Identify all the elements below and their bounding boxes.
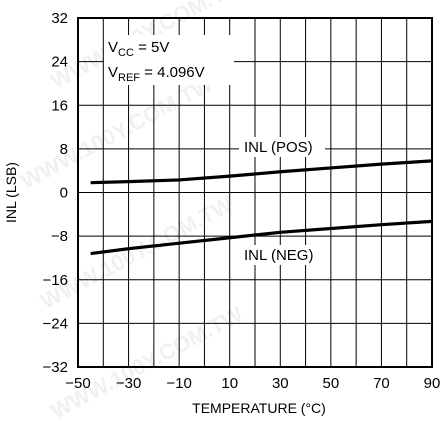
inl-neg-label-bg: [239, 245, 325, 265]
plot-frame: [77, 17, 433, 368]
y-tick-label: −24: [43, 315, 68, 332]
y-axis-title: INL (LSB): [3, 162, 19, 223]
series-lines: [90, 159, 433, 256]
y-tick-labels: −32 −24 −16 −8 0 8 16 24 32: [43, 10, 68, 376]
x-tick-label: 30: [272, 375, 289, 392]
x-tick-label: 90: [424, 375, 441, 392]
inl-pos-label-bg: [239, 137, 325, 157]
inl-pos-label: INL (POS): [244, 139, 313, 156]
vref-condition: VREF = 4.096V: [108, 64, 205, 84]
x-tick-label: −50: [65, 375, 90, 392]
x-tick-label: 10: [221, 375, 238, 392]
x-tick-label: −30: [116, 375, 141, 392]
y-tick-label: 8: [60, 141, 68, 158]
conditions-box: [104, 35, 234, 85]
y-tick-label: 0: [60, 185, 68, 202]
inl-neg-line: [90, 219, 433, 256]
x-tick-label: 50: [323, 375, 340, 392]
x-axis-title: TEMPERATURE (°C): [192, 400, 326, 416]
vcc-condition: VCC = 5V: [108, 39, 169, 59]
x-tick-label: 70: [373, 375, 390, 392]
y-tick-label: 16: [51, 97, 68, 114]
y-tick-label: −16: [43, 272, 68, 289]
x-tick-label: −10: [166, 375, 191, 392]
inl-neg-label: INL (NEG): [244, 247, 313, 264]
inl-pos-line: [90, 159, 433, 185]
y-tick-label: −8: [51, 228, 68, 245]
x-tick-labels: −50 −30 −10 10 30 50 70 90: [65, 375, 440, 392]
y-tick-label: 24: [51, 54, 68, 71]
y-tick-label: −32: [43, 359, 68, 376]
y-tick-label: 32: [51, 10, 68, 27]
